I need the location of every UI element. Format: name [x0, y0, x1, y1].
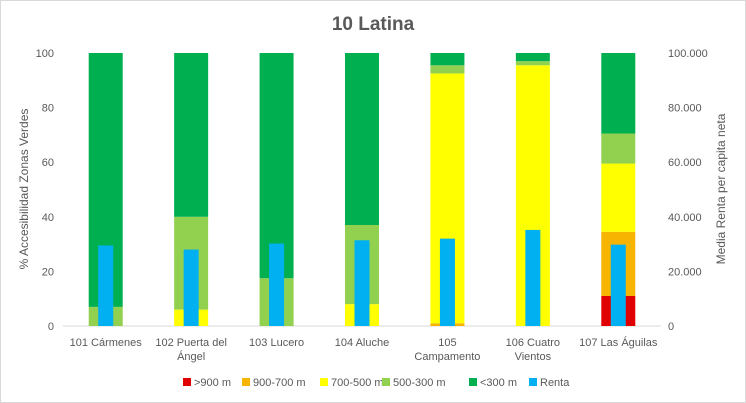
bar-segment — [259, 53, 294, 279]
legend-label: >900 m — [194, 377, 231, 389]
category-label-line: 103 Lucero — [249, 337, 304, 349]
y2-tick-label: 20.000 — [668, 266, 702, 278]
category-label-line: 105 — [438, 337, 456, 349]
y2-tick-label: 100.000 — [668, 48, 708, 60]
category-label-line: Vientos — [515, 351, 552, 363]
renta-bar — [525, 229, 541, 326]
y2-axis-ticks: 0 20.000 40.000 60.000 80.000 100.000 — [668, 48, 708, 333]
y-axis-title: % Accesibilidad Zonas Verdes — [17, 109, 31, 270]
category-label: 107 Las Águilas — [579, 336, 658, 349]
bar-segment — [601, 133, 636, 164]
category-label: 106 Cuatro Vientos — [506, 337, 560, 363]
y-tick-label: 20 — [42, 266, 54, 278]
legend-swatch — [242, 378, 250, 386]
category-label: 103 Lucero — [249, 337, 304, 349]
renta-bar — [439, 238, 455, 326]
category-label: 104 Aluche — [335, 337, 389, 349]
bar-segment — [345, 53, 379, 225]
category-label: 105 Campamento — [414, 337, 480, 363]
renta-bar — [269, 243, 285, 326]
legend-swatch — [529, 378, 537, 386]
bar-segment — [515, 61, 550, 66]
legend-swatch — [382, 378, 390, 386]
bar-segment — [174, 53, 209, 217]
legend-label: <300 m — [480, 377, 517, 389]
bar-segment — [515, 53, 550, 62]
category-label-line: 102 Puerta del — [155, 337, 227, 349]
chart-title: 10 Latina — [332, 14, 415, 35]
y2-axis-title: Media Renta per capita neta — [714, 113, 728, 264]
legend-label: 900-700 m — [253, 377, 306, 389]
renta-bar — [354, 240, 370, 326]
category-label: 101 Cármenes — [70, 337, 143, 349]
bar-segment — [430, 53, 465, 66]
y-tick-label: 40 — [42, 212, 54, 224]
y2-tick-label: 80.000 — [668, 103, 702, 115]
y-tick-label: 0 — [48, 321, 54, 333]
bar-segment — [430, 65, 465, 74]
y2-tick-label: 0 — [668, 321, 674, 333]
y2-tick-label: 60.000 — [668, 157, 702, 169]
renta-bars — [98, 229, 626, 326]
bar-segment — [601, 53, 636, 134]
legend-swatch — [183, 378, 191, 386]
y-tick-label: 60 — [42, 157, 54, 169]
legend: >900 m 900-700 m 700-500 m 500-300 m <300 m R… — [183, 377, 570, 389]
category-label-line: 106 Cuatro — [506, 337, 560, 349]
legend-label: 700-500 m — [331, 377, 384, 389]
renta-bar — [98, 245, 114, 326]
y-tick-label: 80 — [42, 103, 54, 115]
y-tick-label: 100 — [36, 48, 54, 60]
legend-swatch — [469, 378, 477, 386]
bar-segment — [601, 163, 636, 232]
category-label-line: 104 Aluche — [335, 337, 389, 349]
legend-label: Renta — [540, 377, 570, 389]
category-label: 102 Puerta del Ángel — [155, 337, 227, 363]
renta-bar — [183, 249, 199, 326]
category-label-line: 107 Las Águilas — [579, 336, 658, 349]
category-label-line: Campamento — [414, 351, 480, 363]
category-labels: 101 Cármenes 102 Puerta del Ángel 103 Lucer… — [70, 336, 658, 363]
legend-label: 500-300 m — [393, 377, 446, 389]
y2-tick-label: 40.000 — [668, 212, 702, 224]
renta-bar — [610, 244, 626, 326]
y-axis-ticks: 0 20 40 60 80 100 — [36, 48, 54, 333]
legend-swatch — [320, 378, 328, 386]
category-label-line: Ángel — [177, 350, 205, 363]
category-label-line: 101 Cármenes — [70, 337, 143, 349]
